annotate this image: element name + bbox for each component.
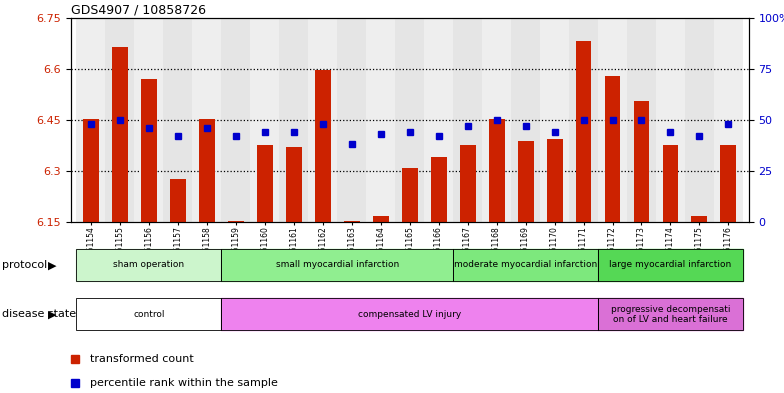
Bar [482,18,511,222]
Bar [627,18,656,222]
Text: disease state: disease state [2,309,76,320]
Bar [424,18,453,222]
Bar [76,299,221,330]
Bar [459,145,476,222]
Bar [141,79,157,222]
Bar [598,249,743,281]
Text: sham operation: sham operation [113,260,184,269]
Bar [604,76,620,222]
Bar [372,216,389,222]
Bar [662,145,678,222]
Bar [366,18,395,222]
Text: ▶: ▶ [48,260,56,270]
Bar [76,18,105,222]
Bar [685,18,714,222]
Bar [401,168,418,222]
Text: moderate myocardial infarction: moderate myocardial infarction [454,260,597,269]
Bar [511,18,540,222]
Bar [83,119,99,222]
Bar [569,18,598,222]
Bar [314,70,331,222]
Bar [257,145,273,222]
Bar [720,145,736,222]
Bar [199,119,215,222]
Bar [633,101,649,222]
Bar [488,119,505,222]
Bar [170,179,186,222]
Text: large myocardial infarction: large myocardial infarction [609,260,731,269]
Bar [453,249,598,281]
Bar [337,18,366,222]
Bar [221,249,453,281]
Bar [308,18,337,222]
Text: transformed count: transformed count [90,354,194,364]
Bar [228,221,244,222]
Bar [76,299,221,330]
Bar [221,299,598,330]
Bar [546,139,562,222]
Bar [656,18,685,222]
Bar [163,18,192,222]
Bar [285,147,302,222]
Bar [540,18,569,222]
Bar [714,18,743,222]
Bar [221,249,453,281]
Bar [112,47,128,222]
Text: compensated LV injury: compensated LV injury [358,310,461,319]
Text: percentile rank within the sample: percentile rank within the sample [90,378,278,387]
Bar [221,18,250,222]
Bar [221,299,598,330]
Bar [430,157,447,222]
Bar [395,18,424,222]
Bar [691,216,707,222]
Bar [575,41,591,222]
Bar [453,18,482,222]
Text: progressive decompensati
on of LV and heart failure: progressive decompensati on of LV and he… [611,305,730,324]
Bar [598,299,743,330]
Text: control: control [133,310,165,319]
Bar [598,18,627,222]
Text: small myocardial infarction: small myocardial infarction [275,260,399,269]
Bar [598,249,743,281]
Bar [517,141,534,222]
Bar [343,221,360,222]
Bar [250,18,279,222]
Bar [76,249,221,281]
Bar [76,249,221,281]
Bar [279,18,308,222]
Bar [105,18,134,222]
Text: protocol: protocol [2,260,47,270]
Bar [453,249,598,281]
Bar [598,299,743,330]
Bar [134,18,163,222]
Bar [192,18,221,222]
Text: GDS4907 / 10858726: GDS4907 / 10858726 [71,4,205,17]
Text: ▶: ▶ [48,309,56,320]
